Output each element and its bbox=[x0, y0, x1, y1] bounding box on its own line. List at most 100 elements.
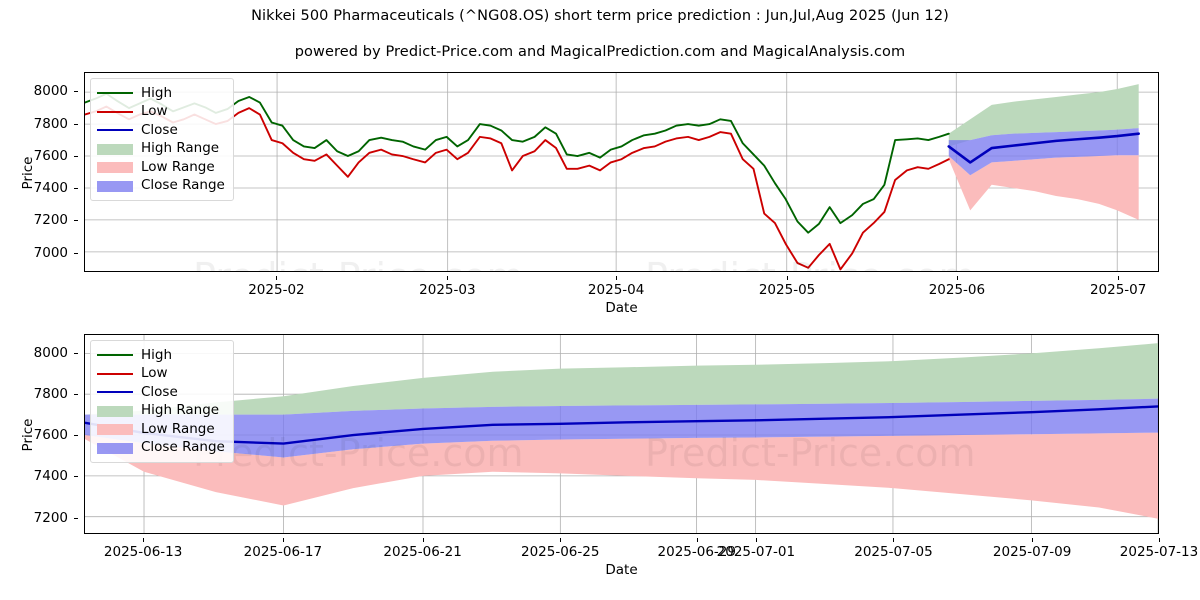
legend-item: Low bbox=[97, 365, 225, 384]
y-tick-mark bbox=[74, 476, 78, 478]
overview-plot-area: Predict-Price.com Predict-Price.com bbox=[85, 73, 1158, 271]
y-tick-label: 7600 bbox=[33, 147, 68, 164]
legend-swatch bbox=[97, 404, 133, 418]
x-tick-mark bbox=[696, 538, 698, 542]
legend-item: Close bbox=[97, 121, 225, 140]
legend-label: Low bbox=[141, 103, 168, 119]
legend-item: Low Range bbox=[97, 420, 225, 439]
x-tick-mark bbox=[1032, 538, 1034, 542]
x-tick-label: 2025-07-01 bbox=[716, 544, 796, 560]
legend-label: High Range bbox=[141, 402, 220, 418]
legend-item: Close Range bbox=[97, 439, 225, 458]
legend-swatch bbox=[97, 105, 133, 119]
x-tick-mark bbox=[282, 538, 284, 542]
forecast-detail-plot-area: Predict-Price.com Predict-Price.com bbox=[85, 335, 1158, 533]
legend-swatch bbox=[97, 441, 133, 455]
legend-label: High bbox=[141, 346, 173, 363]
x-tick-mark bbox=[560, 538, 562, 542]
legend-label: Low bbox=[141, 365, 168, 381]
legend-label: Close Range bbox=[141, 439, 225, 455]
legend-swatch bbox=[97, 142, 133, 156]
legend-item: High bbox=[97, 346, 225, 365]
legend-swatch bbox=[97, 123, 133, 137]
legend-item: High Range bbox=[97, 402, 225, 421]
overview-y-axis-label: Price bbox=[20, 156, 36, 190]
x-tick-label: 2025-07-05 bbox=[854, 544, 933, 560]
y-tick-label: 7800 bbox=[33, 385, 68, 402]
y-tick-mark bbox=[74, 155, 78, 157]
overview-x-axis-label: Date bbox=[605, 300, 638, 316]
legend-item: High bbox=[97, 84, 225, 103]
legend-swatch bbox=[97, 86, 133, 100]
y-tick-mark bbox=[74, 91, 78, 93]
y-tick-label: 7800 bbox=[33, 115, 68, 132]
legend-label: Low Range bbox=[141, 158, 215, 175]
y-tick-mark bbox=[74, 435, 78, 437]
y-tick-label: 7600 bbox=[33, 427, 68, 444]
figure-subtitle: powered by Predict-Price.com and Magical… bbox=[294, 44, 906, 60]
x-tick-mark bbox=[143, 538, 145, 542]
y-tick-label: 8000 bbox=[33, 344, 68, 361]
x-tick-label: 2025-02 bbox=[248, 282, 305, 298]
legend-swatch bbox=[97, 160, 133, 174]
y-tick-mark bbox=[74, 252, 78, 254]
legend-item: Low Range bbox=[97, 158, 225, 177]
overview-x-axis: 2025-02 2025-03 2025-04 2025-05 2025-06 2025-… bbox=[84, 276, 1159, 298]
x-tick-label: 2025-07-13 bbox=[1119, 544, 1199, 560]
y-tick-mark bbox=[74, 352, 78, 354]
x-tick-label: 2025-06-21 bbox=[383, 544, 462, 560]
x-tick-mark bbox=[1159, 538, 1160, 542]
legend-swatch bbox=[97, 367, 133, 381]
x-tick-mark bbox=[447, 276, 449, 280]
x-tick-label: 2025-04 bbox=[587, 282, 645, 298]
forecast-detail-y-axis: 7200 7400 7600 7800 8000 bbox=[4, 334, 78, 534]
legend-label: Close bbox=[141, 121, 178, 138]
legend-item: Close bbox=[97, 383, 225, 402]
forecast-detail-x-axis: 2025-06-13 2025-06-17 2025-06-21 2025-06-25… bbox=[84, 538, 1198, 560]
x-tick-label: 2025-07 bbox=[1089, 282, 1147, 298]
forecast-detail-legend: High Low Close High Range Low Range Close Ran… bbox=[90, 340, 234, 463]
y-tick-label: 8000 bbox=[33, 83, 68, 100]
y-tick-mark bbox=[74, 188, 78, 190]
x-tick-mark bbox=[422, 538, 424, 542]
figure-title: Nikkei 500 Pharmaceuticals (^NG08.OS) sh… bbox=[251, 8, 949, 24]
legend-label: Low Range bbox=[141, 420, 215, 437]
legend-swatch bbox=[97, 422, 133, 436]
legend-item: Close Range bbox=[97, 177, 225, 196]
x-tick-mark bbox=[787, 276, 789, 280]
y-tick-label: 7400 bbox=[33, 468, 68, 485]
y-tick-label: 7000 bbox=[33, 244, 68, 261]
legend-swatch bbox=[97, 179, 133, 193]
y-tick-mark bbox=[74, 517, 78, 519]
forecast-detail-plot-svg bbox=[85, 335, 1158, 533]
legend-swatch bbox=[97, 385, 133, 399]
forecast-detail-chart-panel: Predict-Price.com Predict-Price.com bbox=[84, 334, 1159, 534]
x-tick-label: 2025-06-13 bbox=[103, 544, 183, 560]
legend-label: High Range bbox=[141, 140, 220, 156]
x-tick-mark bbox=[956, 276, 958, 280]
legend-item: High Range bbox=[97, 140, 225, 159]
legend-swatch bbox=[97, 348, 133, 362]
forecast-detail-y-axis-label: Price bbox=[20, 418, 36, 452]
legend-label: Close bbox=[141, 383, 178, 400]
x-tick-mark bbox=[1118, 276, 1120, 280]
y-tick-label: 7200 bbox=[33, 212, 68, 229]
forecast-detail-x-axis-label: Date bbox=[605, 562, 638, 578]
y-tick-mark bbox=[74, 393, 78, 395]
x-tick-mark bbox=[276, 276, 278, 280]
overview-y-axis: 7000 7200 7400 7600 7800 8000 bbox=[4, 72, 78, 272]
x-tick-label: 2025-03 bbox=[419, 282, 476, 298]
y-tick-label: 7400 bbox=[33, 180, 68, 197]
overview-legend: High Low Close High Range Low Range Close Ran… bbox=[90, 78, 234, 201]
x-tick-label: 2025-06-29 bbox=[657, 544, 736, 560]
legend-label: High bbox=[141, 84, 173, 101]
x-tick-label: 2025-06-17 bbox=[243, 544, 323, 560]
x-tick-label: 2025-07-09 bbox=[992, 544, 1072, 560]
legend-item: Low bbox=[97, 103, 225, 122]
x-tick-mark bbox=[616, 276, 618, 280]
x-tick-mark bbox=[755, 538, 757, 542]
x-tick-label: 2025-06-25 bbox=[520, 544, 600, 560]
x-tick-label: 2025-05 bbox=[758, 282, 816, 298]
y-tick-mark bbox=[74, 123, 78, 125]
